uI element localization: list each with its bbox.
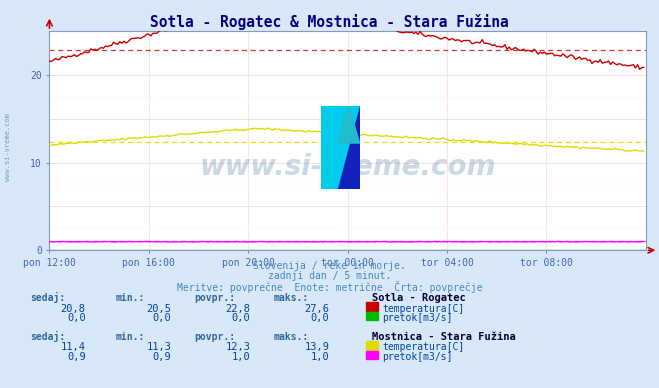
Text: Sotla - Rogatec: Sotla - Rogatec: [372, 293, 466, 303]
Text: www.si-vreme.com: www.si-vreme.com: [5, 113, 11, 182]
Text: 1,0: 1,0: [311, 352, 330, 362]
Text: min.:: min.:: [115, 293, 145, 303]
Text: 22,8: 22,8: [225, 303, 250, 314]
Text: temperatura[C]: temperatura[C]: [382, 303, 465, 314]
Text: 11,3: 11,3: [146, 342, 171, 352]
Text: 0,9: 0,9: [153, 352, 171, 362]
Text: pretok[m3/s]: pretok[m3/s]: [382, 352, 453, 362]
Text: 20,8: 20,8: [61, 303, 86, 314]
Text: maks.:: maks.:: [273, 331, 308, 341]
Text: Slovenija / reke in morje.: Slovenija / reke in morje.: [253, 261, 406, 271]
Text: sedaj:: sedaj:: [30, 331, 65, 341]
Text: 0,0: 0,0: [311, 313, 330, 323]
Text: 1,0: 1,0: [232, 352, 250, 362]
Text: Mostnica - Stara Fužina: Mostnica - Stara Fužina: [372, 331, 516, 341]
Text: 13,9: 13,9: [304, 342, 330, 352]
Text: 12,3: 12,3: [225, 342, 250, 352]
Text: temperatura[C]: temperatura[C]: [382, 342, 465, 352]
Text: sedaj:: sedaj:: [30, 292, 65, 303]
Text: Meritve: povprečne  Enote: metrične  Črta: povprečje: Meritve: povprečne Enote: metrične Črta:…: [177, 281, 482, 293]
Text: povpr.:: povpr.:: [194, 331, 235, 341]
Text: www.si-vreme.com: www.si-vreme.com: [200, 153, 496, 181]
Text: maks.:: maks.:: [273, 293, 308, 303]
Text: zadnji dan / 5 minut.: zadnji dan / 5 minut.: [268, 271, 391, 281]
Text: Sotla - Rogatec & Mostnica - Stara Fužina: Sotla - Rogatec & Mostnica - Stara Fužin…: [150, 14, 509, 29]
Text: 0,0: 0,0: [67, 313, 86, 323]
Text: min.:: min.:: [115, 331, 145, 341]
Text: 11,4: 11,4: [61, 342, 86, 352]
Text: pretok[m3/s]: pretok[m3/s]: [382, 313, 453, 323]
Text: 0,9: 0,9: [67, 352, 86, 362]
Text: 0,0: 0,0: [153, 313, 171, 323]
Text: 20,5: 20,5: [146, 303, 171, 314]
Text: 27,6: 27,6: [304, 303, 330, 314]
Text: 0,0: 0,0: [232, 313, 250, 323]
Text: povpr.:: povpr.:: [194, 293, 235, 303]
